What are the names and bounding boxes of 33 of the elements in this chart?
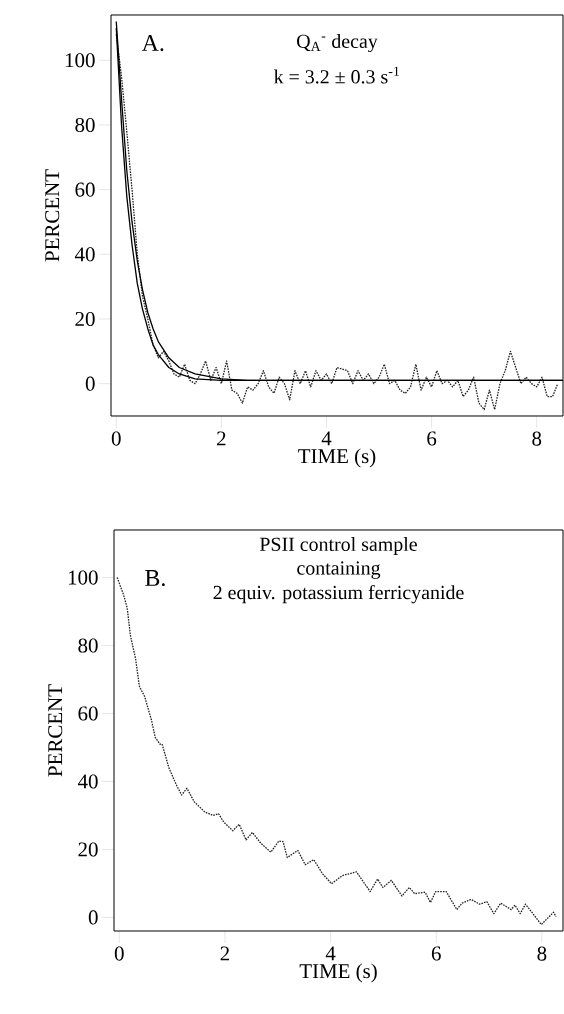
x-tick-label: 6 — [427, 431, 437, 446]
x-tick-label: 0 — [111, 431, 121, 446]
y-tick-label: 40 — [77, 774, 98, 789]
y-axis-title: PERCENT — [45, 169, 60, 262]
y-tick-label: 20 — [78, 842, 98, 857]
annotation: B. — [145, 570, 165, 587]
x-tick-label: 8 — [537, 946, 547, 961]
annotation: containing — [297, 561, 381, 579]
y-tick-label: 0 — [88, 910, 98, 925]
x-tick-label: 4 — [325, 946, 336, 961]
x-tick-label: 2 — [217, 431, 226, 446]
x-tick-label: 4 — [321, 431, 332, 446]
annotation: 2 equiv. potassium ferricyanide — [213, 584, 464, 604]
y-tick-label: 60 — [75, 182, 95, 197]
y-tick-label: 20 — [75, 311, 95, 327]
x-tick-label: 2 — [220, 946, 230, 961]
x-tick-label: 8 — [532, 431, 542, 446]
y-tick-label: 80 — [78, 638, 98, 653]
y-tick-label: 100 — [65, 53, 95, 68]
x-axis-title: TIME (s) — [298, 448, 376, 468]
annotation: A. — [141, 35, 164, 52]
y-tick-label: 40 — [74, 247, 95, 262]
y-tick-label: 100 — [68, 570, 98, 585]
annotation: PSII control sample — [259, 536, 417, 556]
y-tick-label: 80 — [75, 117, 95, 132]
annotation: Q$_{A}$$^{-}$ decay — [297, 33, 378, 53]
x-tick-label: 6 — [431, 946, 441, 961]
annotation: k = 3.2 ± 0.3 s$^{-1}$ — [274, 66, 400, 84]
y-tick-label: 0 — [85, 376, 95, 391]
y-axis-title: PERCENT — [48, 684, 63, 777]
y-tick-label: 60 — [78, 706, 98, 721]
x-tick-label: 0 — [114, 946, 124, 961]
x-axis-title: TIME (s) — [299, 963, 377, 983]
